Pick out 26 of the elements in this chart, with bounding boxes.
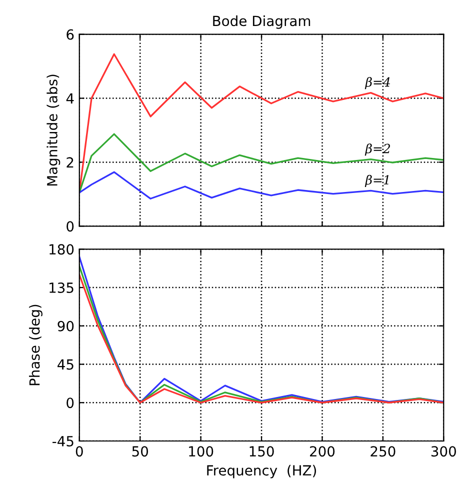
series-label: β=1 xyxy=(364,174,388,188)
y-tick-label: 0 xyxy=(66,398,74,408)
y-tick-label: 4 xyxy=(66,93,74,104)
x-tick-label: 0 xyxy=(76,446,83,457)
chart-title: Bode Diagram xyxy=(213,15,310,29)
y-tick-label: 90 xyxy=(58,320,74,332)
y-tick-label: 45 xyxy=(58,359,74,370)
x-tick-label: 300 xyxy=(431,446,456,457)
y-tick-label: 180 xyxy=(50,244,74,255)
y-axis-title: Magnitude (abs) xyxy=(46,74,60,186)
x-axis-title: Frequency (HZ) xyxy=(207,464,316,478)
y-tick-label: 6 xyxy=(66,29,74,40)
y-tick-label: 2 xyxy=(66,157,74,168)
y-tick-label: 0 xyxy=(66,221,74,232)
x-tick-label: 250 xyxy=(370,446,396,457)
series-label: β=4 xyxy=(364,77,390,90)
series-label: β=2 xyxy=(364,144,390,156)
y-axis-title: Phase (deg) xyxy=(29,304,42,386)
line-series xyxy=(79,171,444,200)
x-tick-label: 150 xyxy=(250,446,274,457)
y-tick-label: -45 xyxy=(52,436,74,446)
x-tick-label: 200 xyxy=(310,446,335,457)
x-tick-label: 50 xyxy=(132,446,148,457)
x-tick-label: 100 xyxy=(189,446,214,457)
y-tick-label: 135 xyxy=(50,282,74,293)
line-series xyxy=(79,133,444,194)
